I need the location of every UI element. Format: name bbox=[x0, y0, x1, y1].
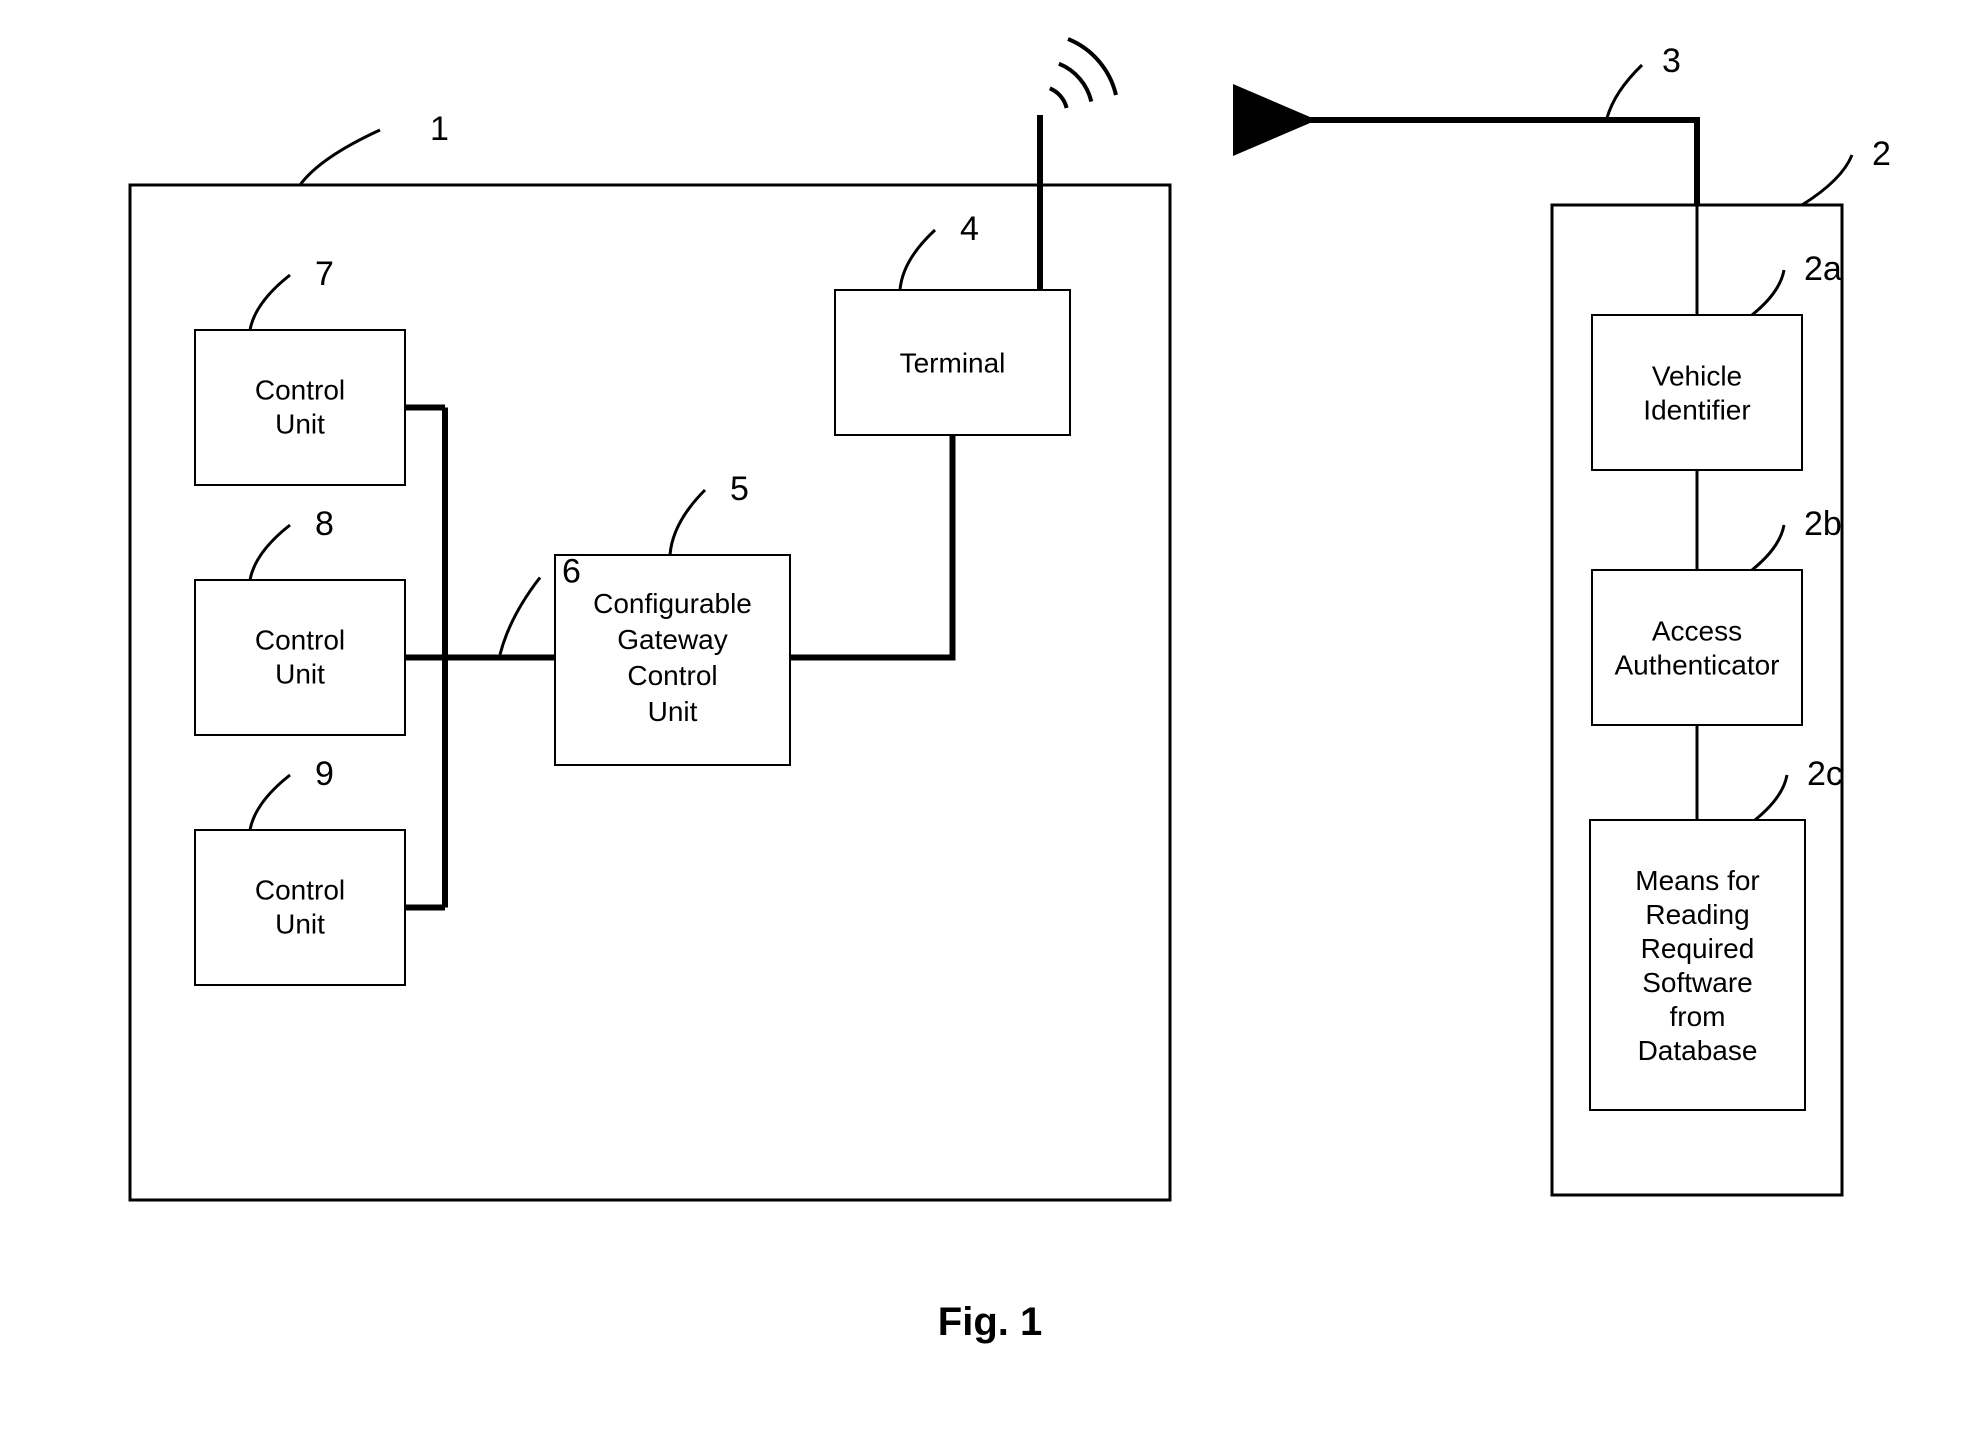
svg-text:Control: Control bbox=[255, 875, 345, 906]
svg-text:Database: Database bbox=[1638, 1035, 1758, 1066]
svg-text:Required: Required bbox=[1641, 933, 1755, 964]
svg-text:Vehicle: Vehicle bbox=[1652, 361, 1742, 392]
svg-text:Software: Software bbox=[1642, 967, 1753, 998]
svg-text:2: 2 bbox=[1872, 135, 1891, 173]
svg-text:4: 4 bbox=[960, 210, 979, 248]
svg-text:6: 6 bbox=[562, 553, 581, 591]
svg-text:Unit: Unit bbox=[275, 909, 325, 940]
svg-text:9: 9 bbox=[315, 755, 334, 793]
svg-text:Authenticator: Authenticator bbox=[1615, 650, 1780, 681]
svg-text:5: 5 bbox=[730, 470, 749, 508]
svg-text:1: 1 bbox=[430, 110, 449, 148]
svg-text:Reading: Reading bbox=[1645, 899, 1749, 930]
svg-text:7: 7 bbox=[315, 255, 334, 293]
svg-text:Unit: Unit bbox=[275, 409, 325, 440]
svg-text:from: from bbox=[1670, 1001, 1726, 1032]
svg-text:Control: Control bbox=[255, 375, 345, 406]
svg-text:Identifier: Identifier bbox=[1643, 395, 1750, 426]
svg-text:Means for: Means for bbox=[1635, 865, 1760, 896]
svg-text:Gateway: Gateway bbox=[617, 624, 728, 655]
svg-text:2c: 2c bbox=[1807, 755, 1843, 793]
svg-text:3: 3 bbox=[1662, 42, 1681, 80]
svg-text:Unit: Unit bbox=[275, 659, 325, 690]
svg-text:Control: Control bbox=[627, 660, 717, 691]
svg-text:Terminal: Terminal bbox=[900, 348, 1006, 379]
svg-text:Fig. 1: Fig. 1 bbox=[938, 1300, 1042, 1344]
svg-text:Access: Access bbox=[1652, 616, 1742, 647]
svg-text:Configurable: Configurable bbox=[593, 588, 752, 619]
svg-text:2b: 2b bbox=[1804, 505, 1842, 543]
svg-text:Control: Control bbox=[255, 625, 345, 656]
svg-text:8: 8 bbox=[315, 505, 334, 543]
svg-text:Unit: Unit bbox=[648, 696, 698, 727]
svg-text:2a: 2a bbox=[1804, 250, 1842, 288]
